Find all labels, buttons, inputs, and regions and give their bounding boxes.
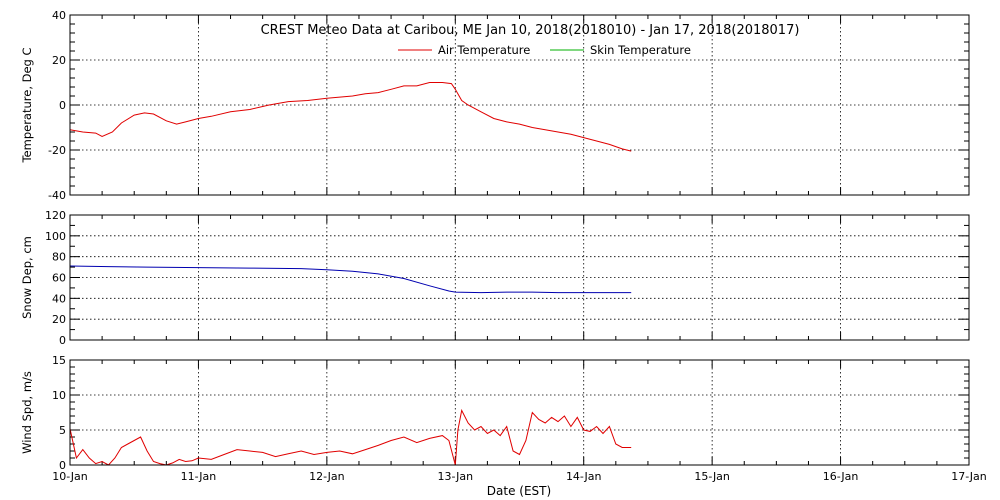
legend: Air Temperature Skin Temperature bbox=[398, 43, 691, 57]
x-tick-label: 13-Jan bbox=[438, 470, 474, 483]
snow-depth-ytick-label: 100 bbox=[45, 230, 66, 243]
wind-speed-series-line-0 bbox=[69, 408, 632, 466]
snow-depth-ytick-label: 0 bbox=[59, 334, 66, 347]
snow-depth-plot-frame bbox=[69, 214, 970, 341]
temperature-series-line-0 bbox=[69, 82, 632, 152]
snow-depth-ytick-label: 20 bbox=[52, 313, 66, 326]
x-tick-label: 14-Jan bbox=[566, 470, 602, 483]
temperature-ytick-label: 0 bbox=[59, 99, 66, 112]
wind-speed-y-axis-title: Wind Spd, m/s bbox=[20, 371, 34, 454]
wind-speed-ytick-label: 10 bbox=[52, 389, 66, 402]
chart-title: CREST Meteo Data at Caribou, ME Jan 10, … bbox=[261, 23, 800, 38]
snow-depth-ytick-label: 60 bbox=[52, 272, 66, 285]
snow-depth-ytick-label: 120 bbox=[45, 209, 66, 222]
x-tick-label: 12-Jan bbox=[309, 470, 345, 483]
legend-label-skin-temperature: Skin Temperature bbox=[590, 43, 691, 57]
snow-depth-ytick-label: 40 bbox=[52, 292, 66, 305]
temperature-panel: -40 -20 0 20 40 Temperature, Deg C bbox=[20, 9, 970, 202]
temperature-ytick-label: 40 bbox=[52, 9, 66, 22]
snow-depth-panel: 0 20 40 60 80 100 120 Snow Dep, cm bbox=[20, 209, 970, 347]
x-tick-label: 15-Jan bbox=[694, 470, 730, 483]
legend-label-air-temperature: Air Temperature bbox=[438, 43, 530, 57]
snow-depth-series-line-0 bbox=[69, 265, 632, 294]
x-tick-label: 17-Jan bbox=[951, 470, 987, 483]
temperature-y-axis-title: Temperature, Deg C bbox=[20, 47, 34, 163]
x-tick-label: 16-Jan bbox=[823, 470, 859, 483]
temperature-ytick-label: -20 bbox=[48, 144, 66, 157]
wind-speed-ytick-label: 0 bbox=[59, 459, 66, 472]
x-tick-label: 11-Jan bbox=[181, 470, 217, 483]
snow-depth-ytick-label: 80 bbox=[52, 251, 66, 264]
x-axis-title: Date (EST) bbox=[487, 484, 551, 498]
temperature-plot-frame bbox=[69, 14, 970, 196]
temperature-ytick-label: 20 bbox=[52, 54, 66, 67]
temperature-ytick-label: -40 bbox=[48, 189, 66, 202]
wind-speed-ytick-label: 5 bbox=[59, 424, 66, 437]
wind-speed-panel: 0 5 10 15 Wind Spd, m/s 10-Jan 11-Jan 12-Jan 1… bbox=[20, 354, 987, 483]
x-tick-label: 10-Jan bbox=[52, 470, 88, 483]
snow-depth-y-axis-title: Snow Dep, cm bbox=[20, 236, 34, 319]
wind-speed-ytick-label: 15 bbox=[52, 354, 66, 367]
wind-speed-plot-frame bbox=[69, 359, 970, 466]
